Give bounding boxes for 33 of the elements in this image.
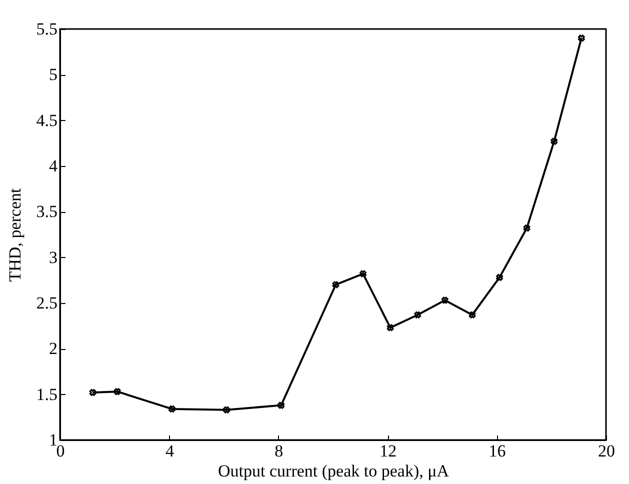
point [441,296,448,304]
y-tick-label: 5 [49,65,58,84]
y-tick-label: 4 [49,156,58,176]
y-tick-label: 4.5 [36,110,58,130]
x-tick-label: 20 [598,442,615,460]
x-tick-label: 0 [56,442,65,460]
y-tick-label: 1 [49,430,58,450]
point [414,311,422,318]
y-tick-label: 2.5 [36,294,58,312]
point [278,402,285,409]
point [578,34,585,42]
x-axis-title: Output current (peak to peak), μA [218,462,450,480]
point [168,405,176,412]
point [550,138,558,145]
x-tick-label: 12 [380,442,397,460]
x-tick-label: 8 [274,442,284,460]
y-tick-label: 2 [49,339,58,358]
point [114,388,121,396]
y-axis-title: THD, percent [5,188,24,282]
y-tick-label: 5.5 [36,20,58,38]
x-tick-label: 16 [488,442,506,460]
point [496,274,503,281]
point [386,324,394,332]
point [89,389,96,396]
point [468,311,476,318]
point [523,224,530,232]
point [360,270,366,278]
y-tick-label: 3.5 [36,202,58,222]
point [223,406,230,414]
y-tick-label: 1.5 [36,384,58,404]
point [332,281,340,288]
x-tick-label: 4 [165,442,174,460]
y-tick-label: 3 [49,248,58,267]
